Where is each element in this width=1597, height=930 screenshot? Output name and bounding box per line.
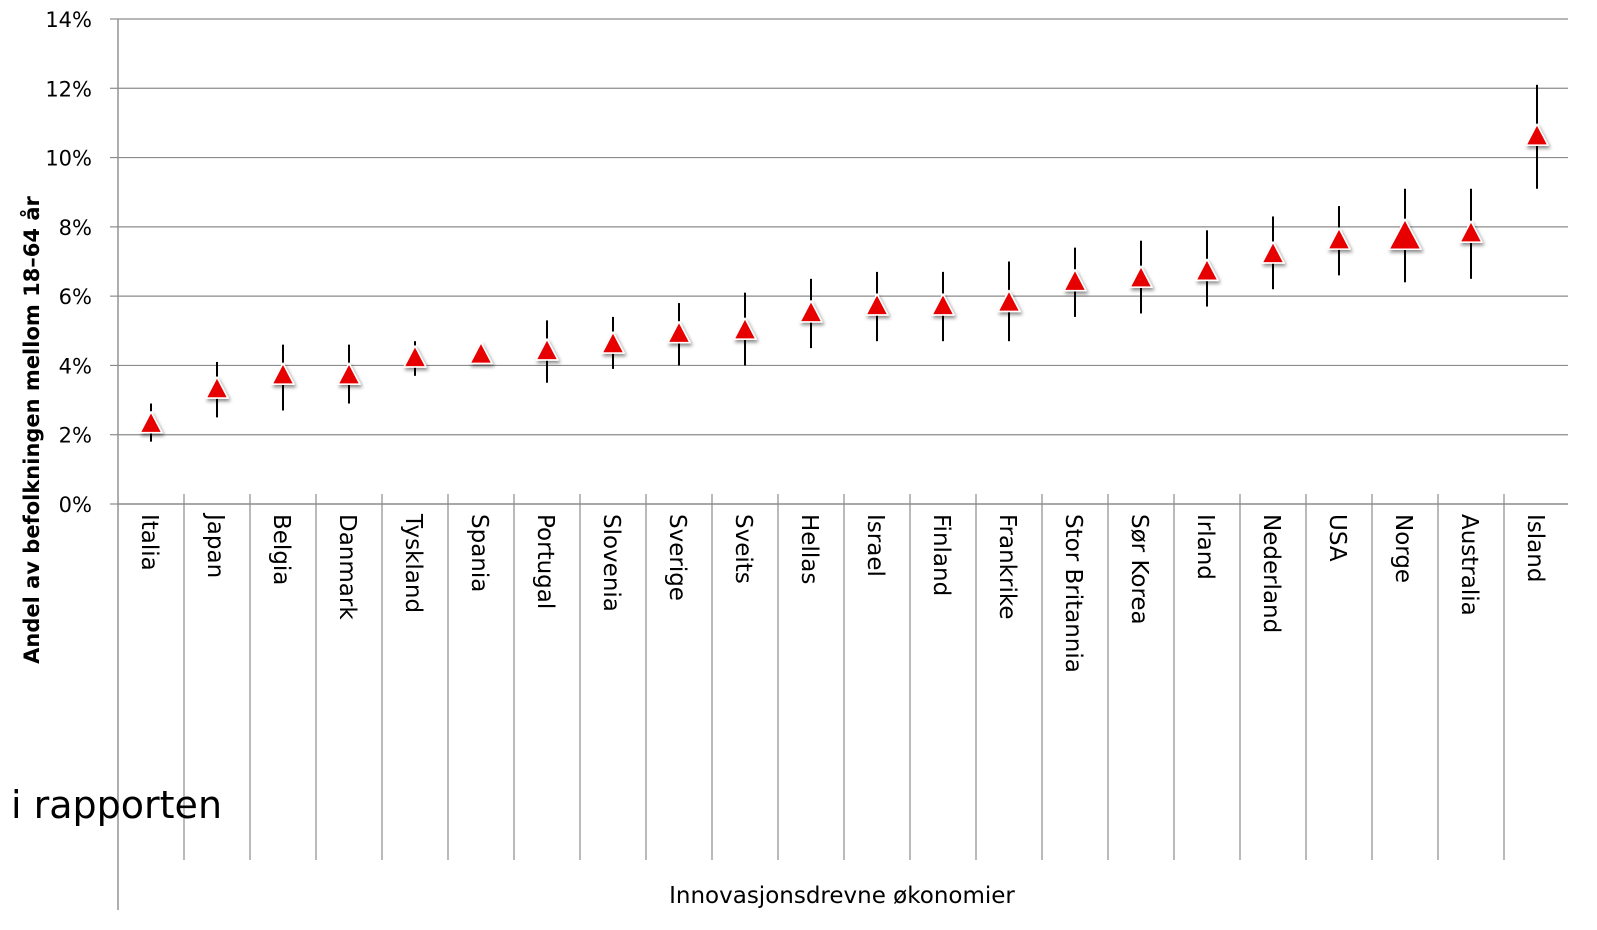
y-tick-label: 6% [59, 285, 92, 309]
data-point-marker [601, 331, 625, 354]
category-label: Israel [862, 514, 888, 577]
data-point-marker [1063, 268, 1087, 292]
data-point-marker [1459, 220, 1483, 243]
category-label: Stor Britannia [1060, 514, 1086, 673]
data-point-marker [1129, 265, 1153, 289]
y-tick-label: 12% [45, 77, 92, 101]
overlay-caption: i rapporten [11, 783, 222, 827]
y-tick-label: 14% [45, 8, 92, 32]
data-point-marker [1261, 241, 1285, 264]
category-label: Japan [202, 512, 228, 578]
category-label: Italia [136, 514, 162, 571]
y-axis-title: Andel av befolkningen mellom 18–64 år [19, 196, 44, 664]
data-point-marker [1388, 218, 1422, 251]
data-point-marker [139, 410, 163, 434]
category-label: Australia [1456, 514, 1482, 616]
category-label: Sverige [664, 514, 690, 601]
data-point-marker [931, 293, 955, 316]
category-label: Sør Korea [1126, 514, 1152, 625]
data-point-marker [1525, 123, 1549, 146]
data-point-marker [469, 341, 493, 365]
category-label: Island [1522, 514, 1548, 582]
markers [139, 123, 1549, 434]
category-label: Portugal [532, 514, 558, 609]
y-tick-label: 4% [59, 354, 92, 378]
data-point-marker [1327, 227, 1351, 250]
data-point-marker [799, 300, 823, 323]
data-point-marker [1195, 258, 1219, 282]
category-label: Tyskland [400, 513, 426, 613]
y-tick-label: 8% [59, 216, 92, 240]
y-tick-labels: 0% 2% 4% 6% 8% 10% 12% 14% [45, 8, 118, 517]
category-label: Norge [1390, 514, 1416, 583]
category-label: Sveits [730, 514, 756, 584]
category-label: Frankrike [994, 514, 1020, 620]
grid-lines [118, 18, 1568, 436]
y-tick-label: 0% [59, 493, 92, 517]
category-label: Nederland [1258, 514, 1284, 633]
category-label: Finland [928, 514, 954, 596]
category-label: Irland [1192, 514, 1218, 580]
category-labels: Italia Japan Belgia Danmark Tyskland Spania Po… [136, 512, 1548, 673]
category-label: Spania [466, 514, 492, 592]
data-point-marker [733, 317, 757, 340]
y-tick-label: 10% [45, 147, 92, 171]
category-label: Slovenia [598, 514, 624, 612]
category-dividers [183, 494, 1505, 860]
data-point-marker [667, 320, 691, 344]
category-label: Danmark [334, 514, 360, 620]
category-label: Belgia [268, 514, 294, 585]
data-point-marker [865, 293, 889, 316]
data-point-marker [997, 289, 1021, 313]
y-tick-label: 2% [59, 424, 92, 448]
data-point-marker [535, 338, 559, 361]
data-point-marker [403, 345, 427, 368]
axes [117, 19, 1568, 910]
data-point-marker [271, 362, 295, 386]
x-axis-title: Innovasjonsdrevne økonomier [669, 883, 1015, 909]
data-point-marker [337, 362, 361, 386]
category-label: Hellas [796, 514, 822, 584]
category-label: USA [1324, 514, 1350, 562]
error-bars [150, 84, 1538, 442]
data-point-marker [205, 376, 229, 399]
